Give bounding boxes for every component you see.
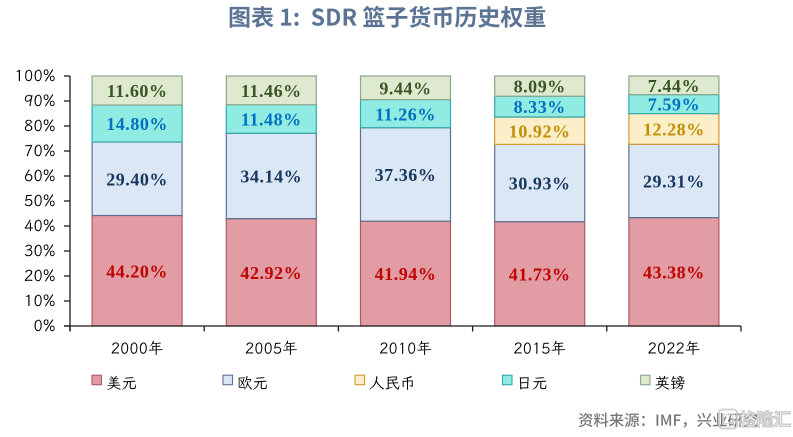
svg-text:29.31%: 29.31% [643,172,705,192]
svg-text:42.92%: 42.92% [240,263,302,283]
svg-text:11.60%: 11.60% [107,81,168,101]
svg-text:30.93%: 30.93% [509,174,571,194]
svg-text:11.46%: 11.46% [241,81,302,101]
svg-text:7.59%: 7.59% [648,95,700,115]
svg-text:8.33%: 8.33% [514,97,566,117]
svg-text:7.44%: 7.44% [648,76,700,96]
svg-text:37.36%: 37.36% [375,165,437,185]
svg-text:11.26%: 11.26% [375,104,436,124]
svg-text:8.09%: 8.09% [514,77,566,97]
svg-text:29.40%: 29.40% [106,169,168,189]
svg-text:43.38%: 43.38% [643,262,705,282]
svg-text:41.73%: 41.73% [509,264,571,284]
svg-text:34.14%: 34.14% [240,167,302,187]
svg-text:41.94%: 41.94% [375,264,437,284]
svg-text:9.44%: 9.44% [379,78,431,98]
svg-text:11.48%: 11.48% [241,110,302,130]
svg-text:12.28%: 12.28% [643,120,705,140]
svg-text:10.92%: 10.92% [509,121,571,141]
svg-text:44.20%: 44.20% [106,261,168,281]
svg-text:14.80%: 14.80% [106,114,168,134]
